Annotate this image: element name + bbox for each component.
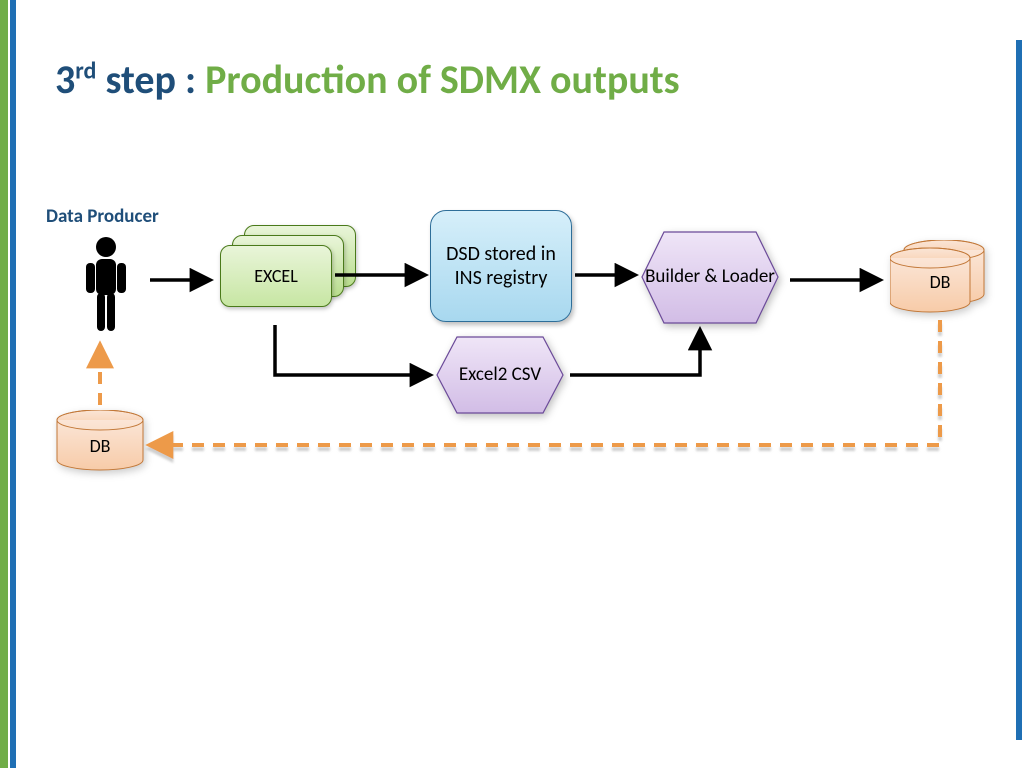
right-accent-blue <box>1016 40 1022 740</box>
title-middle: step : <box>96 55 205 104</box>
builder-label: Builder & Loader <box>640 230 780 325</box>
arrow-csv-builder <box>570 330 700 375</box>
db-right-label: DB <box>890 240 990 315</box>
title-suffix: Production of SDMX outputs <box>205 55 680 104</box>
person-icon <box>82 235 130 335</box>
label-data-producer: Data Producer <box>46 205 159 228</box>
db-left-label: DB <box>55 410 145 474</box>
dsd-label: DSD stored in INS registry <box>431 242 571 290</box>
node-db-left: DB <box>55 410 145 474</box>
node-dsd: DSD stored in INS registry <box>430 210 572 322</box>
node-builder: Builder & Loader <box>640 230 780 325</box>
title-superscript: rd <box>75 57 96 86</box>
excel-stack-front: EXCEL <box>220 245 332 307</box>
left-accent-blue <box>10 0 16 768</box>
node-excel2csv: Excel2 CSV <box>435 335 565 415</box>
excel2csv-label: Excel2 CSV <box>435 335 565 415</box>
excel-label: EXCEL <box>254 265 298 287</box>
slide-title: 3rd step : Production of SDMX outputs <box>55 55 680 104</box>
node-db-right: DB <box>890 240 990 315</box>
left-accent-green <box>0 0 8 768</box>
arrow-excel-csv <box>275 325 430 375</box>
title-prefix: 3 <box>55 55 75 104</box>
slide: 3rd step : Production of SDMX outputs Da… <box>0 0 1024 768</box>
